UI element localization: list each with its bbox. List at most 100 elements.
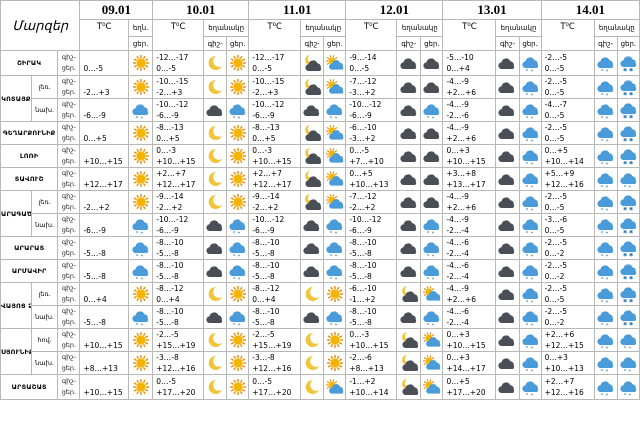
svg-text:✱: ✱ — [629, 322, 634, 327]
night-temp: -8…-10 — [156, 238, 184, 247]
day-temp: -6…-9 — [83, 226, 106, 235]
dark-cloud-icon — [498, 312, 515, 323]
region-name: ՍՅՈՒՆԻՔ — [0, 328, 32, 375]
night-temp: -7…-12 — [349, 77, 377, 86]
dark-cloud-icon — [206, 243, 223, 254]
day-temp: 0…-5 — [83, 64, 104, 73]
temp-range: -2…-5 +15…+19 — [152, 328, 205, 352]
day-temp: -5…-8 — [83, 249, 106, 258]
night-weather — [300, 213, 325, 237]
temp-range: -8…-10 -5…-8 — [152, 236, 205, 260]
day-weather — [518, 75, 542, 99]
day-temp: -5…-8 — [83, 318, 106, 327]
night-weather — [495, 374, 520, 400]
weather-header: եղանակը — [300, 19, 347, 37]
temp-range: -9…-14 -2…+2 — [152, 190, 205, 214]
night-temp — [83, 100, 127, 111]
temp-range: -4…-9 +2…+6 — [442, 121, 497, 145]
night-temp: -8…-10 — [252, 307, 280, 316]
night-temp: +2…+7 — [252, 169, 282, 178]
night-weather — [300, 305, 325, 329]
dark-cloud-icon — [400, 82, 416, 93]
svg-text:✱: ✱ — [629, 276, 634, 281]
day-weather — [323, 213, 347, 237]
svg-text:✱: ✱ — [629, 115, 634, 120]
rain-cloud-icon — [521, 265, 538, 280]
snow-cloud-icon: ✱ ✱ — [620, 287, 636, 304]
night-weather — [495, 328, 520, 352]
svg-text:✱: ✱ — [623, 115, 628, 120]
sun-icon — [132, 194, 149, 210]
night-day-label: գիշ-ցեր. — [57, 374, 81, 400]
region-part: նախ. — [30, 351, 59, 375]
dark-cloud-icon — [206, 266, 223, 277]
day-temp: +12…+15 — [544, 341, 584, 350]
sun-icon — [327, 355, 344, 371]
day-temp: +10…+15 — [252, 157, 292, 166]
rain-cloud-icon — [326, 219, 343, 234]
temp-range: 0…+3 +10…+15 — [442, 144, 497, 168]
day-weather — [226, 374, 250, 400]
svg-text:✱: ✱ — [629, 161, 634, 166]
dark-cloud-icon — [303, 105, 320, 116]
night-weather — [203, 236, 228, 260]
day-weather — [518, 213, 542, 237]
day-temp: +15…+19 — [252, 341, 292, 350]
day-temp: +2…+6 — [446, 88, 477, 97]
region-part: նախ. — [30, 213, 59, 237]
day-weather — [226, 121, 250, 145]
region-row: ԱՐՄԱՎԻՐ գիշ-ցեր. -5…-8 -8…-10 -5…-8 -8…-10 -5…… — [0, 259, 640, 283]
temp-range: -1…+2 +10…+14 — [345, 374, 398, 400]
night-weather — [300, 374, 325, 400]
day-temp: +2…+6 — [446, 203, 477, 212]
day-weather: ✱ ✱ — [616, 259, 640, 283]
temp-range: -8…-10 -5…-8 — [152, 259, 205, 283]
snow-cloud-icon: ✱ ✱ — [620, 149, 636, 166]
dark-cloud-icon — [400, 243, 416, 254]
sun-icon — [230, 332, 247, 348]
sun-icon — [132, 148, 149, 164]
night-temp: -8…-10 — [156, 261, 184, 270]
snow-cloud-icon: ✱ ✱ — [620, 195, 636, 211]
night-day-label: գիշ-ցեր. — [57, 351, 81, 375]
rain-cloud-icon — [597, 219, 613, 234]
day-weather — [420, 213, 444, 237]
rain-cloud-icon — [521, 381, 538, 396]
night-temp: -10…-12 — [156, 215, 189, 224]
moon-cloud-icon — [305, 171, 322, 187]
night-temp — [83, 192, 127, 203]
day-weather — [226, 259, 250, 283]
night-weather — [396, 121, 422, 145]
night-weather — [593, 167, 618, 191]
rain-cloud-icon — [423, 311, 440, 326]
temp-range: -2…-5 0…-2 — [540, 236, 595, 260]
sun-cloud-icon — [326, 55, 344, 70]
day-temp: +12…+17 — [252, 180, 292, 189]
temp-range: -4…-6 -2…-4 — [442, 236, 497, 260]
dark-cloud-icon — [206, 105, 223, 116]
temp-range: 0…-5 — [79, 50, 129, 76]
day-weather — [127, 144, 154, 168]
day-weather — [323, 167, 347, 191]
region-row: նախ. գիշ-ցեր. -6…-9 -10…-12 -6…-9 -10…-12 -6…-… — [1, 98, 640, 122]
temp-range: 0…-3 +10…+15 — [152, 144, 205, 168]
day-weather — [127, 259, 154, 283]
rain-cloud-icon — [597, 127, 613, 142]
weather-header: եղանակը — [396, 19, 444, 37]
day-weather — [127, 98, 154, 122]
day-temp: -2…+3 — [156, 88, 183, 97]
night-temp: -4…-9 — [446, 215, 469, 224]
day-weather — [323, 305, 347, 329]
svg-text:✱: ✱ — [623, 138, 628, 143]
day-weather: ✱ ✱ — [616, 121, 640, 145]
sun-icon — [132, 332, 149, 348]
rain-cloud-icon — [597, 196, 613, 211]
svg-text:✱: ✱ — [629, 253, 634, 258]
night-weather — [300, 75, 325, 99]
night-temp: -2…-5 — [156, 330, 179, 339]
night-weather — [593, 259, 618, 283]
svg-text:✱: ✱ — [629, 68, 634, 73]
svg-text:✱: ✱ — [623, 299, 628, 304]
night-temp: 0…+5 — [349, 169, 373, 178]
region-name: ԱՐՄԱՎԻՐ — [0, 259, 59, 283]
